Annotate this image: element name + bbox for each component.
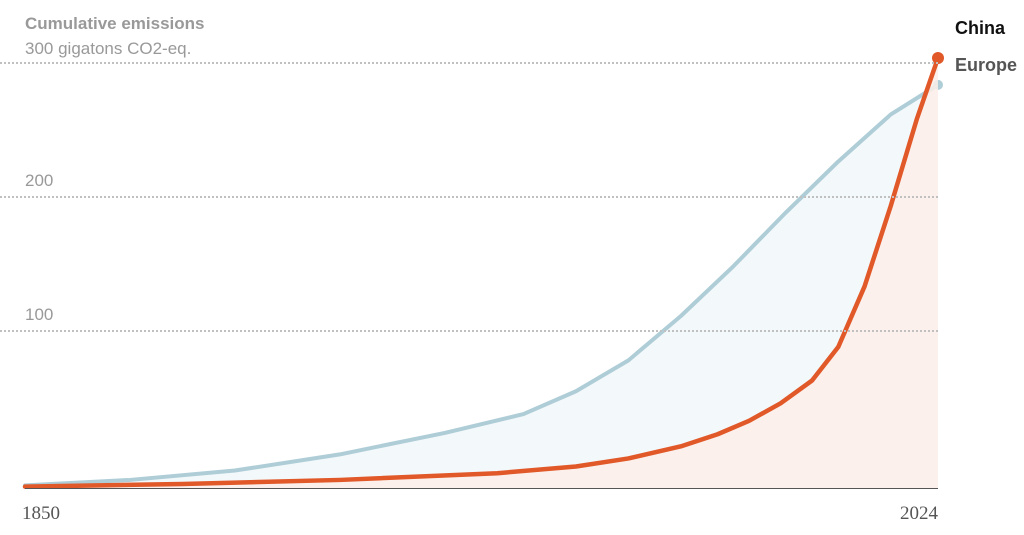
grid-line xyxy=(0,330,938,332)
x-axis-line xyxy=(25,488,938,489)
plot-svg xyxy=(0,0,1024,535)
y-tick-label: 100 xyxy=(25,305,53,325)
y-tick-label: 200 xyxy=(25,171,53,191)
grid-line xyxy=(0,62,938,64)
grid-line xyxy=(0,196,938,198)
series-label-europe: Europe xyxy=(955,55,1017,76)
x-tick-label: 1850 xyxy=(22,503,60,525)
emissions-area-chart: Cumulative emissions 300 gigatons CO2-eq… xyxy=(0,0,1024,535)
x-tick-label: 2024 xyxy=(900,503,938,525)
series-label-china: China xyxy=(955,18,1005,39)
